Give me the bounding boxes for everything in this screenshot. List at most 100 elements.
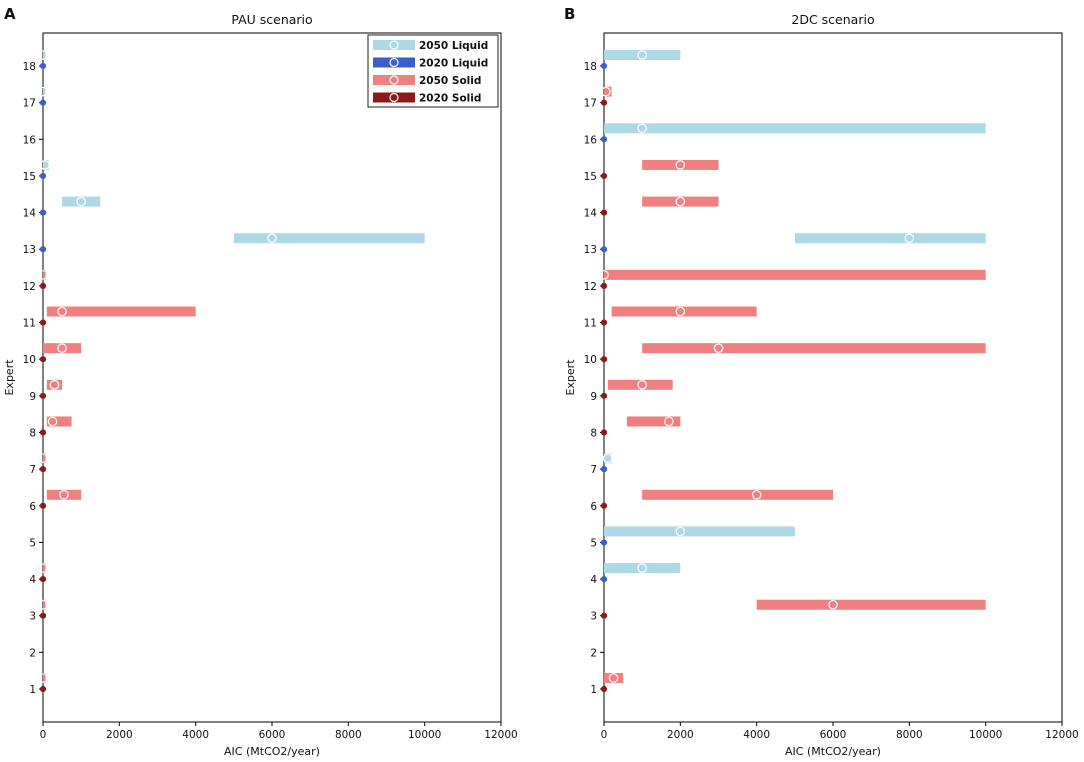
dot-2020-solid-expert-8 <box>39 429 47 436</box>
best-estimate-marker-expert-15 <box>675 160 686 170</box>
x-tick-label: 8000 <box>335 729 362 741</box>
y-tick-label: 17 <box>23 98 36 110</box>
dot-2020-liquid-expert-14 <box>39 209 47 216</box>
range-bar-2050-liquid-expert-14 <box>62 196 101 207</box>
best-estimate-marker-expert-8 <box>47 416 58 427</box>
range-bar-2050-solid-expert-1 <box>604 673 624 684</box>
best-estimate-marker-expert-3 <box>38 599 48 610</box>
best-estimate-marker-expert-7 <box>603 453 613 463</box>
range-bar-2050-liquid-expert-18 <box>604 49 681 60</box>
y-tick-label: 9 <box>29 391 36 403</box>
y-tick-label: 5 <box>29 537 36 549</box>
range-bar-2050-solid-expert-7 <box>43 453 46 464</box>
legend-swatch <box>373 92 415 103</box>
panel-2dc: 2DC scenario 0 2000 4000 6000 8000 10000 12000 A… <box>564 12 1079 758</box>
dot-2020-solid-expert-9 <box>600 392 608 399</box>
best-estimate-marker-expert-17 <box>601 86 611 97</box>
y-tick-label: 15 <box>23 171 36 183</box>
x-tick-label: 12000 <box>484 729 517 741</box>
legend-marker-icon <box>389 40 399 50</box>
x-tick-label: 10000 <box>969 729 1002 741</box>
dot-2020-liquid-expert-4 <box>600 575 608 583</box>
best-estimate-marker-expert-7 <box>38 453 48 463</box>
range-bar-2050-liquid-expert-13 <box>233 233 425 244</box>
best-estimate-marker-expert-9 <box>49 380 60 390</box>
plot-frame <box>603 32 1063 723</box>
y-tick-label: 10 <box>584 354 597 366</box>
range-bar-2050-solid-expert-12 <box>604 269 986 280</box>
range-bar-2050-solid-expert-6 <box>642 489 833 500</box>
y-tick-label: 7 <box>29 464 36 476</box>
range-bar-2050-liquid-expert-17 <box>43 86 46 97</box>
y-tick-label: 14 <box>23 208 37 220</box>
dot-2020-solid-expert-14 <box>600 209 608 216</box>
legend-marker-icon <box>389 75 399 85</box>
y-tick-label: 4 <box>29 574 36 586</box>
y-tick-label: 18 <box>584 61 597 73</box>
best-estimate-marker-expert-6 <box>751 489 762 500</box>
best-estimate-marker-expert-9 <box>637 380 647 390</box>
legend-swatch <box>373 57 415 68</box>
best-estimate-marker-expert-14 <box>675 196 686 207</box>
range-bar-2050-solid-expert-9 <box>46 379 63 390</box>
x-tick-label: 8000 <box>896 729 923 741</box>
legend-swatch <box>373 40 415 50</box>
dot-2020-liquid-expert-13 <box>600 246 608 253</box>
x-tick-label: 12000 <box>1045 729 1078 741</box>
range-bar-2050-solid-expert-3 <box>756 599 986 610</box>
dot-2020-liquid-expert-18 <box>39 62 47 70</box>
y-tick-label: 10 <box>23 354 36 366</box>
dot-2020-solid-expert-1 <box>39 685 47 693</box>
best-estimate-marker-expert-4 <box>38 563 48 573</box>
range-bar-2050-liquid-expert-18 <box>43 49 46 60</box>
x-tick-label: 0 <box>40 729 47 741</box>
best-estimate-marker-expert-5 <box>675 526 686 537</box>
dot-2020-solid-expert-12 <box>39 282 47 289</box>
best-estimate-marker-expert-18 <box>637 50 647 60</box>
y-tick-label: 18 <box>23 61 36 73</box>
range-bar-2050-liquid-expert-16 <box>604 123 986 134</box>
best-estimate-marker-expert-6 <box>59 489 69 500</box>
range-bar-2050-liquid-expert-4 <box>604 563 681 574</box>
y-tick-label: 5 <box>590 537 597 549</box>
y-tick-label: 8 <box>590 427 597 439</box>
best-estimate-marker-expert-11 <box>675 306 686 317</box>
dot-2020-liquid-expert-17 <box>39 99 47 106</box>
x-axis-label: AIC (MtCO2/year) <box>224 745 320 758</box>
range-bar-2050-solid-expert-17 <box>604 86 612 97</box>
x-axis-label: AIC (MtCO2/year) <box>785 745 881 758</box>
dot-2020-solid-expert-17 <box>600 99 608 106</box>
chart-title: PAU scenario <box>231 12 312 27</box>
legend-label: 2050 Solid <box>419 75 481 87</box>
dot-2020-liquid-expert-5 <box>600 539 608 546</box>
range-bar-2050-liquid-expert-15 <box>43 159 49 170</box>
y-tick-label: 9 <box>590 391 597 403</box>
dot-2020-solid-expert-10 <box>600 356 608 363</box>
legend-swatch <box>373 75 415 85</box>
range-bar-2050-liquid-expert-13 <box>794 233 986 244</box>
dot-2020-solid-expert-3 <box>39 612 47 619</box>
y-tick-label: 2 <box>29 647 36 659</box>
best-estimate-marker-expert-4 <box>637 563 647 573</box>
y-tick-label: 6 <box>29 501 36 513</box>
panel-letter-b: B <box>564 5 575 23</box>
x-tick-label: 10000 <box>408 729 441 741</box>
range-bar-2050-solid-expert-14 <box>642 196 719 207</box>
y-tick-label: 14 <box>584 208 598 220</box>
best-estimate-marker-expert-1 <box>38 673 48 683</box>
legend-label: 2020 Solid <box>419 93 481 105</box>
dot-2020-solid-expert-1 <box>600 685 608 693</box>
range-bar-2050-solid-expert-9 <box>607 379 673 390</box>
best-estimate-marker-expert-13 <box>904 233 915 244</box>
range-bar-2050-solid-expert-12 <box>43 269 46 280</box>
dot-2020-solid-expert-6 <box>39 502 47 509</box>
range-bar-2050-solid-expert-8 <box>46 416 72 427</box>
chart-title: 2DC scenario <box>791 12 874 27</box>
dot-2020-solid-expert-15 <box>600 172 608 180</box>
x-tick-label: 2000 <box>667 729 694 741</box>
range-bar-2050-solid-expert-6 <box>46 489 82 500</box>
y-tick-label: 17 <box>584 98 597 110</box>
dot-2020-liquid-expert-15 <box>39 172 47 180</box>
dot-2020-liquid-expert-7 <box>600 466 608 473</box>
